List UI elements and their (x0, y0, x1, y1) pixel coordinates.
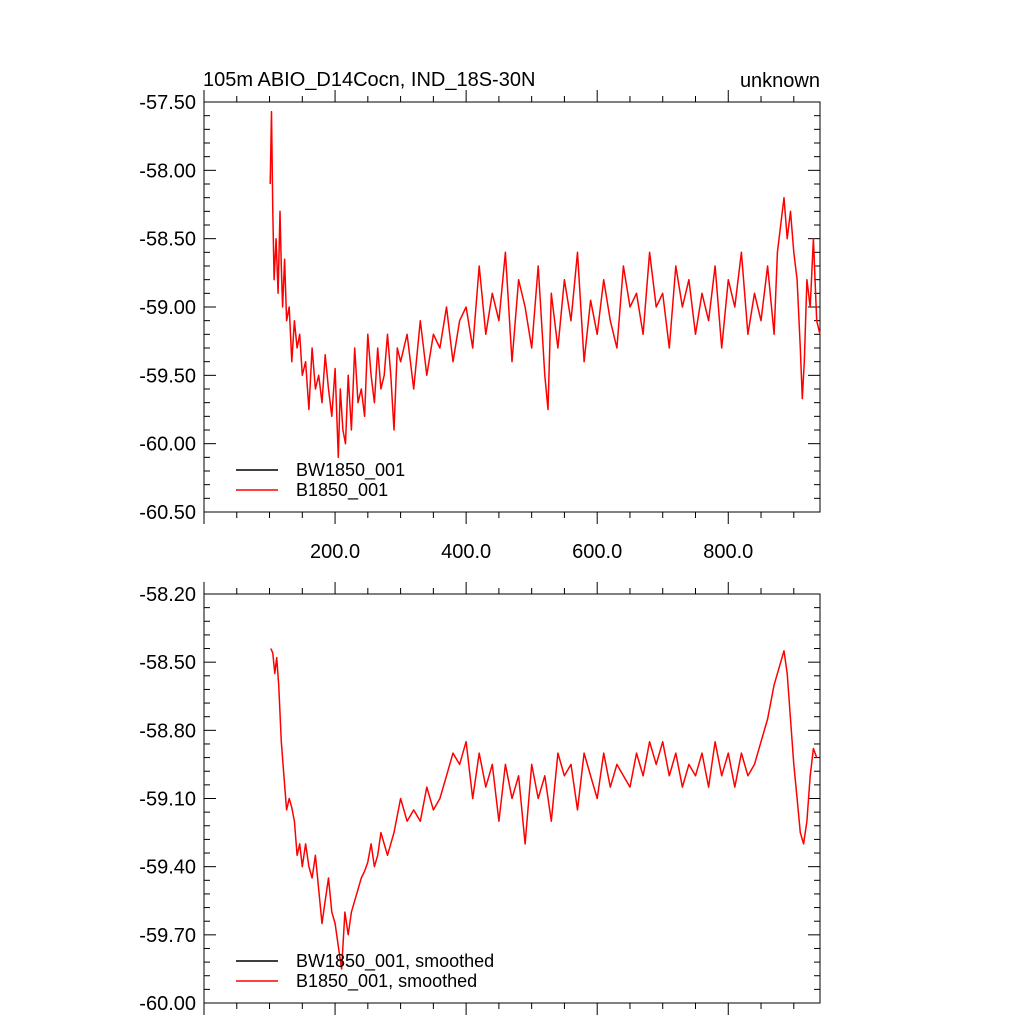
x-tick-label: 200.0 (310, 541, 360, 563)
x-tick-label: 400.0 (441, 541, 491, 563)
x-tick-label: 800.0 (703, 541, 753, 563)
plot-area: -57.50 -58.00 -58.50 -59.00 -59.50 -60.00 -60.… (139, 90, 821, 563)
top-panel: 105m ABIO_D14Cocn, IND_18S-30N unknown -… (139, 69, 821, 563)
y-tick-label: -60.50 (139, 502, 196, 524)
y-tick-label: -58.00 (139, 160, 196, 182)
y-tick-label: -59.70 (139, 925, 196, 947)
chart-title: 105m ABIO_D14Cocn, IND_18S-30N (203, 69, 535, 91)
y-tick-label: -58.50 (139, 229, 196, 251)
y-tick-label: -59.10 (139, 789, 196, 811)
y-tick-label: -59.40 (139, 857, 196, 879)
y-tick-label: -60.00 (139, 993, 196, 1015)
bottom-panel: -58.20 -58.50 -58.80 -59.10 -59.40 -59.70 -60.… (139, 582, 821, 1015)
y-tick-label: -57.50 (139, 92, 196, 114)
legend-label: BW1850_001 (296, 460, 405, 481)
y-tick-label: -58.50 (139, 652, 196, 674)
series-line (270, 648, 818, 970)
legend-label: B1850_001 (296, 480, 388, 501)
legend-label: B1850_001, smoothed (296, 971, 477, 992)
x-tick-label: 600.0 (572, 541, 622, 563)
y-tick-label: -58.80 (139, 720, 196, 742)
plot-area: -58.20 -58.50 -58.80 -59.10 -59.40 -59.70 -60.… (139, 582, 821, 1015)
series-line (269, 110, 821, 459)
legend-label: BW1850_001, smoothed (296, 951, 494, 972)
y-tick-label: -59.50 (139, 365, 196, 387)
y-tick-label: -58.20 (139, 584, 196, 606)
y-tick-label: -59.00 (139, 297, 196, 319)
chart-subtitle-right: unknown (740, 70, 820, 92)
y-tick-label: -60.00 (139, 434, 196, 456)
